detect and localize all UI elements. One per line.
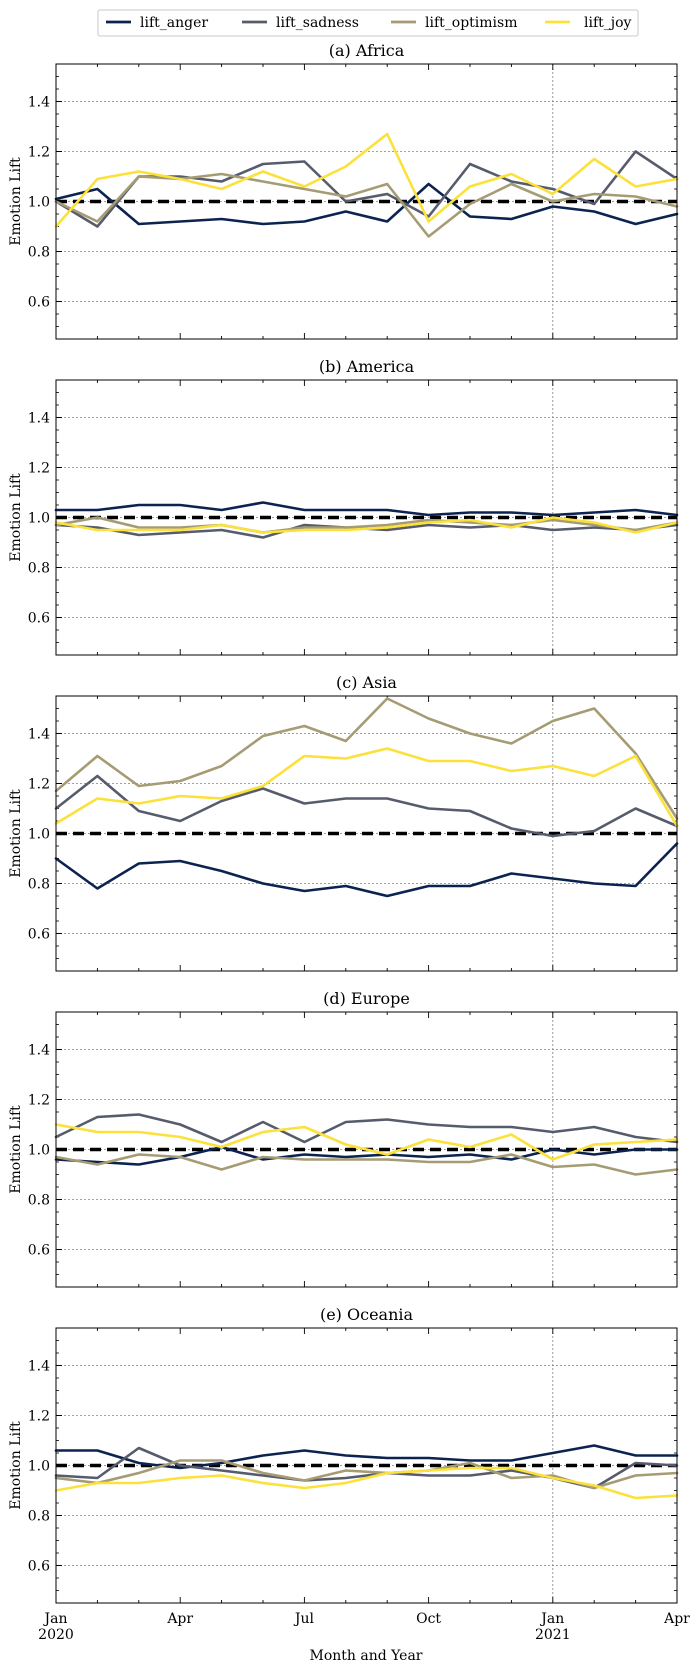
legend-item-optimism: lift_optimism	[391, 15, 517, 31]
panel-title: (b) America	[319, 357, 415, 376]
y-tick-label: 0.8	[28, 245, 50, 261]
x-tick-sublabel: 2021	[535, 1627, 571, 1643]
y-tick-label: 1.4	[28, 1043, 50, 1059]
panel-b-america: (b) America 0.6 0.8 1.0 1.2 1.4 Emotion Lift	[8, 357, 679, 656]
panel-frame	[55, 1327, 678, 1604]
y-axis-title: Emotion Lift	[8, 473, 24, 562]
y-tick-label: 1.4	[28, 727, 50, 743]
legend-label-sadness: lift_sadness	[276, 15, 359, 31]
legend-label-optimism: lift_optimism	[425, 15, 517, 31]
series-line-lift-optimism	[54, 516, 679, 534]
series-line-lift-anger	[54, 842, 679, 898]
x-tick-label: Jan	[43, 1611, 68, 1627]
y-tick-label: 0.6	[28, 295, 50, 311]
y-axis-title: Emotion Lift	[8, 1105, 24, 1194]
panel-title: (e) Oceania	[320, 1305, 414, 1324]
y-axis-title: Emotion Lift	[8, 789, 24, 878]
y-tick-label: 1.2	[28, 777, 50, 793]
y-tick-label: 1.4	[28, 95, 50, 111]
x-axis-title: Month and Year	[310, 1648, 423, 1664]
series-line-lift-joy	[54, 1466, 679, 1500]
panel-a-africa: (a) Africa 0.6 0.8 1.0 1.2 1.4 Emotion Lift	[8, 41, 679, 340]
series-line-lift-optimism	[54, 172, 679, 238]
legend-label-joy: lift_joy	[584, 15, 632, 31]
series-line-lift-optimism	[54, 1153, 679, 1176]
legend-item-joy: lift_joy	[545, 15, 632, 31]
series-line-lift-joy	[54, 516, 679, 534]
series-line-lift-joy	[54, 132, 679, 228]
x-tick-label: Jan	[539, 1611, 564, 1627]
y-tick-label: 1.2	[28, 1409, 50, 1425]
y-tick-label: 1.0	[28, 195, 50, 211]
x-tick-label: Apr	[663, 1611, 690, 1627]
y-tick-label: 1.2	[28, 1093, 50, 1109]
series-line-lift-optimism	[54, 697, 679, 820]
series-line-lift-sadness	[54, 774, 679, 838]
y-tick-label: 1.0	[28, 827, 50, 843]
panel-title: (c) Asia	[336, 673, 397, 692]
y-tick-label: 0.8	[28, 877, 50, 893]
y-tick-label: 1.2	[28, 145, 50, 161]
y-tick-label: 1.0	[28, 1143, 50, 1159]
panel-frame	[55, 63, 678, 340]
legend-frame	[97, 9, 639, 37]
panel-title: (d) Europe	[323, 989, 410, 1008]
panel-frame	[55, 695, 678, 972]
legend: lift_anger lift_sadness lift_optimism li…	[97, 9, 639, 37]
y-tick-label: 0.8	[28, 1509, 50, 1525]
y-tick-label: 1.4	[28, 1359, 50, 1375]
y-axis-title: Emotion Lift	[8, 157, 24, 246]
panel-frame	[55, 1011, 678, 1288]
series-line-lift-joy	[54, 1123, 679, 1161]
y-tick-label: 0.8	[28, 1193, 50, 1209]
series-line-lift-anger	[54, 182, 679, 226]
panel-c-asia: (c) Asia 0.6 0.8 1.0 1.2 1.4 Emotion Lift	[8, 673, 679, 972]
legend-item-anger: lift_anger	[106, 15, 208, 31]
series-line-lift-anger	[54, 501, 679, 517]
y-tick-label: 1.0	[28, 511, 50, 527]
series-line-lift-sadness	[54, 1113, 679, 1144]
y-tick-label: 0.6	[28, 1243, 50, 1259]
legend-item-sadness: lift_sadness	[242, 15, 359, 31]
x-tick-label: Apr	[166, 1611, 193, 1627]
x-tick-label: Jul	[293, 1611, 315, 1627]
panel-title: (a) Africa	[329, 41, 405, 60]
y-axis-title: Emotion Lift	[8, 1421, 24, 1510]
panel-d-europe: (d) Europe 0.6 0.8 1.0 1.2 1.4 Emotion Lift	[8, 989, 679, 1288]
y-tick-label: 0.6	[28, 927, 50, 943]
series-line-lift-joy	[54, 747, 679, 828]
y-tick-label: 0.6	[28, 1559, 50, 1575]
panel-e-oceania: (e) Oceania 0.6 0.8 1.0 1.2 1.4 Emotion Lift	[8, 1305, 679, 1604]
legend-label-anger: lift_anger	[140, 15, 208, 31]
panel-frame	[55, 379, 678, 656]
y-tick-label: 1.4	[28, 411, 50, 427]
y-tick-label: 1.0	[28, 1459, 50, 1475]
y-tick-label: 1.2	[28, 461, 50, 477]
x-tick-label: Oct	[416, 1611, 441, 1627]
x-tick-sublabel: 2020	[38, 1627, 74, 1643]
y-tick-label: 0.8	[28, 561, 50, 577]
y-tick-label: 0.6	[28, 611, 50, 627]
